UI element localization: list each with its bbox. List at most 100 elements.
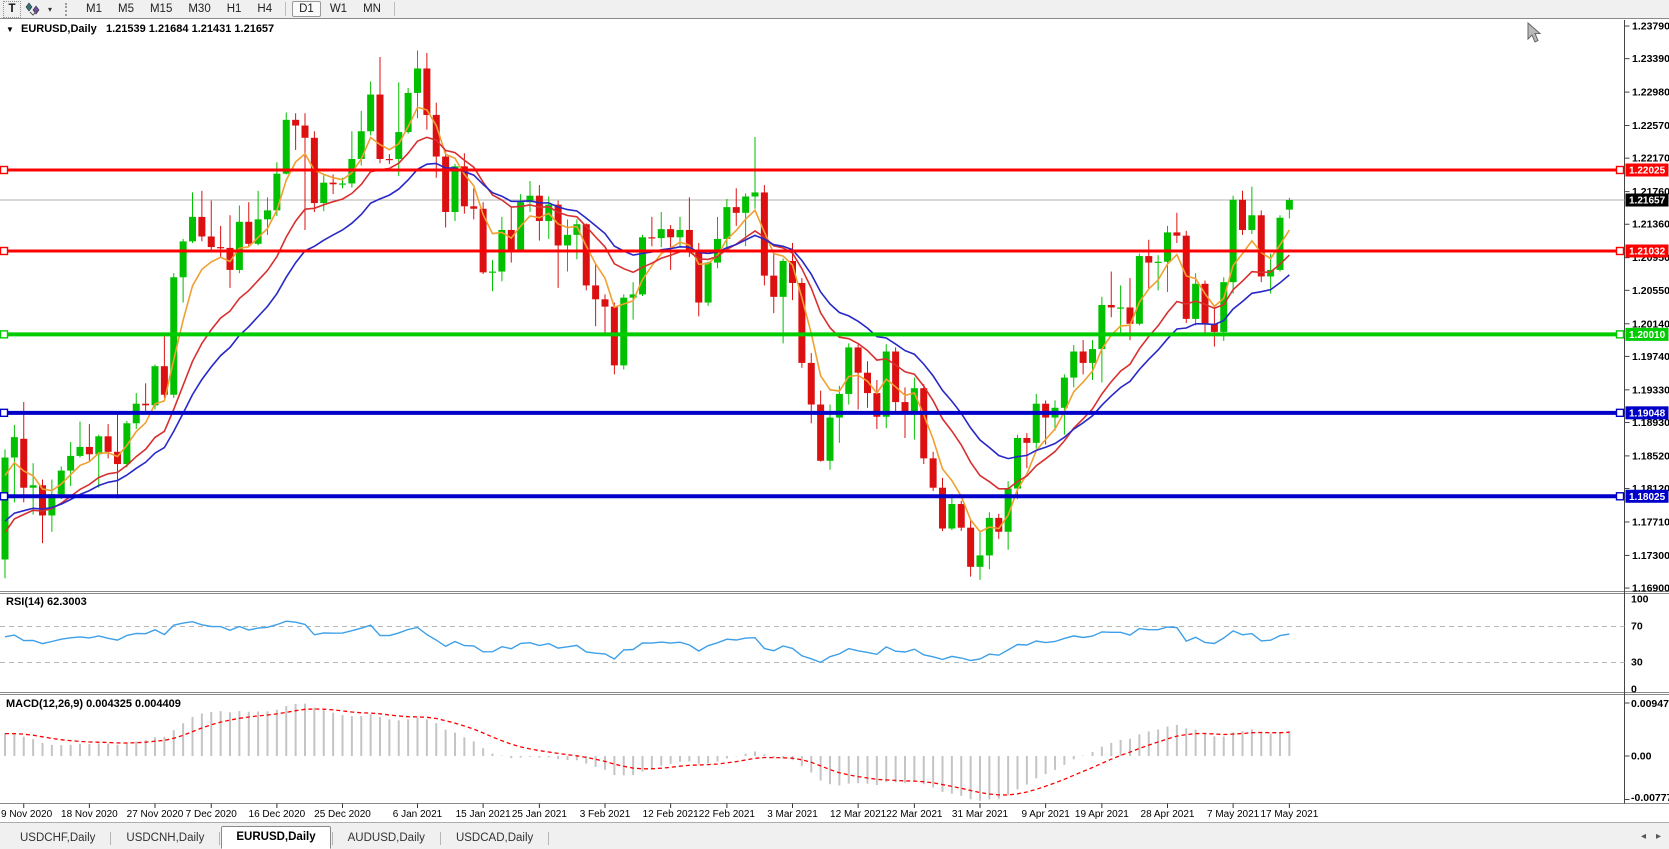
chart-symbol-title: EURUSD,Daily (20, 23, 97, 35)
candle-body (1060, 377, 1068, 408)
candle-body (760, 192, 768, 276)
level-line-handle[interactable] (1615, 408, 1625, 418)
candle-body (1229, 199, 1237, 283)
price-level-tag-label: 1.22025 (1629, 166, 1666, 177)
candle-body (985, 517, 993, 556)
candle-body (742, 196, 750, 213)
candle-body (57, 470, 65, 495)
candle-body (826, 417, 834, 461)
drawing-style-icon (25, 2, 40, 16)
candle-body (479, 208, 487, 273)
mouse-cursor (1527, 21, 1542, 43)
level-line-handle[interactable] (0, 330, 9, 339)
tab-separator (331, 832, 333, 845)
candle-body (301, 125, 309, 138)
candle-body (845, 347, 853, 394)
candle-body (339, 183, 346, 185)
candle-body (704, 262, 712, 303)
tab-scroll-left-icon[interactable]: ◂ (1640, 831, 1646, 842)
macd-axis-label: 0.009478 (1631, 698, 1669, 710)
timeframe-button-m15[interactable]: M15 (143, 1, 179, 17)
candle-body (1032, 403, 1040, 443)
candle-body (901, 402, 909, 413)
text-tool-button[interactable]: T (3, 0, 21, 18)
symbol-dropdown-icon: ▼ (6, 25, 14, 34)
level-line-handle[interactable] (1615, 492, 1625, 501)
timeframe-button-m5[interactable]: M5 (111, 1, 141, 17)
candle-body (264, 210, 271, 220)
candle-body (573, 224, 581, 235)
drawing-style-caret[interactable]: ▾ (45, 1, 55, 18)
date-axis-label: 6 Jan 2021 (393, 809, 443, 820)
price-level-tag-label: 1.21657 (1629, 196, 1666, 207)
chart-tab-usdcad[interactable]: USDCAD,Daily (455, 832, 534, 844)
timeframe-button-mn[interactable]: MN (356, 1, 388, 17)
timeframe-button-m1[interactable]: M1 (79, 1, 109, 17)
candle-body (976, 555, 984, 567)
level-line-handle[interactable] (0, 246, 9, 256)
price-axis-label: 1.21360 (1632, 219, 1669, 231)
candle-body (1145, 256, 1153, 263)
level-line-handle[interactable] (1615, 246, 1625, 256)
candle-body (329, 182, 337, 185)
tab-scroll-controls: ◂ ▸ (1641, 831, 1661, 842)
timeframe-button-d1[interactable]: D1 (292, 1, 321, 17)
price-axis-label: 1.19740 (1632, 351, 1669, 363)
level-line-handle[interactable] (1615, 165, 1625, 175)
chart-tab-eurusd[interactable]: EURUSD,Daily (221, 826, 331, 849)
chart-tab-usdchf[interactable]: USDCHF,Daily (20, 832, 96, 844)
candle-body (751, 192, 759, 197)
tab-scroll-right-icon[interactable]: ▸ (1655, 831, 1661, 842)
price-axis-label: 1.23390 (1632, 53, 1669, 65)
price-level-tag-label: 1.21032 (1629, 246, 1666, 257)
date-axis-label: 17 May 2021 (1260, 809, 1318, 820)
candle-body (1070, 351, 1078, 378)
candle-body (723, 207, 731, 239)
timeframe-button-m30[interactable]: M30 (181, 1, 217, 17)
level-line-handle[interactable] (0, 492, 9, 501)
moving-average-line-fast (4, 106, 1291, 533)
candle-body (1135, 256, 1143, 324)
candle-body (629, 294, 637, 298)
candle-body (226, 247, 234, 270)
level-line-handle[interactable] (1615, 330, 1625, 339)
drawing-style-button[interactable] (21, 1, 45, 18)
chart-header[interactable]: ▼ EURUSD,Daily 1.21539 1.21684 1.21431 1… (6, 23, 274, 35)
candle-body (695, 251, 703, 303)
candle-body (20, 438, 28, 488)
candle-body (320, 182, 328, 204)
candle-body (1210, 323, 1218, 332)
date-axis-label: 7 May 2021 (1207, 809, 1260, 820)
level-line-handle[interactable] (0, 165, 9, 175)
candle-body (1154, 261, 1162, 263)
tab-separator (548, 832, 550, 845)
candle-body (254, 219, 262, 244)
chart-tab-audusd[interactable]: AUDUSD,Daily (347, 832, 425, 844)
price-axis-label: 1.22570 (1632, 120, 1669, 132)
level-line-handle[interactable] (0, 408, 9, 418)
price-level-tag (1625, 406, 1669, 420)
price-chart-canvas[interactable]: 1.237901.233901.229801.225701.221701.217… (0, 19, 1669, 822)
price-axis-label: 1.19330 (1632, 384, 1669, 396)
timeframe-button-h4[interactable]: H4 (250, 1, 279, 17)
rsi-axis-label: 0 (1631, 684, 1637, 696)
candle-body (779, 260, 787, 297)
candle-body (564, 234, 571, 246)
chart-tab-usdcnh[interactable]: USDCNH,Daily (126, 832, 205, 844)
candle-body (526, 195, 534, 203)
date-axis-label: 25 Dec 2020 (314, 809, 371, 820)
rsi-indicator-label: RSI(14) 62.3003 (6, 596, 87, 608)
candle-body (1, 457, 9, 560)
chart-window: 1.23790 1.23390 1.22980 1.22570 1.22170 1.217… (0, 19, 1669, 822)
toolbar-grip[interactable] (65, 2, 71, 16)
candle-body (1089, 349, 1096, 363)
timeframe-button-h1[interactable]: H1 (220, 1, 249, 17)
candle-body (648, 237, 656, 239)
price-level-tag (1625, 489, 1669, 503)
timeframe-button-w1[interactable]: W1 (323, 1, 354, 17)
candle-body (685, 229, 693, 252)
candle-body (151, 366, 159, 406)
price-level-tag (1625, 327, 1669, 341)
date-axis-label: 16 Dec 2020 (249, 809, 306, 820)
candle-body (85, 446, 93, 455)
